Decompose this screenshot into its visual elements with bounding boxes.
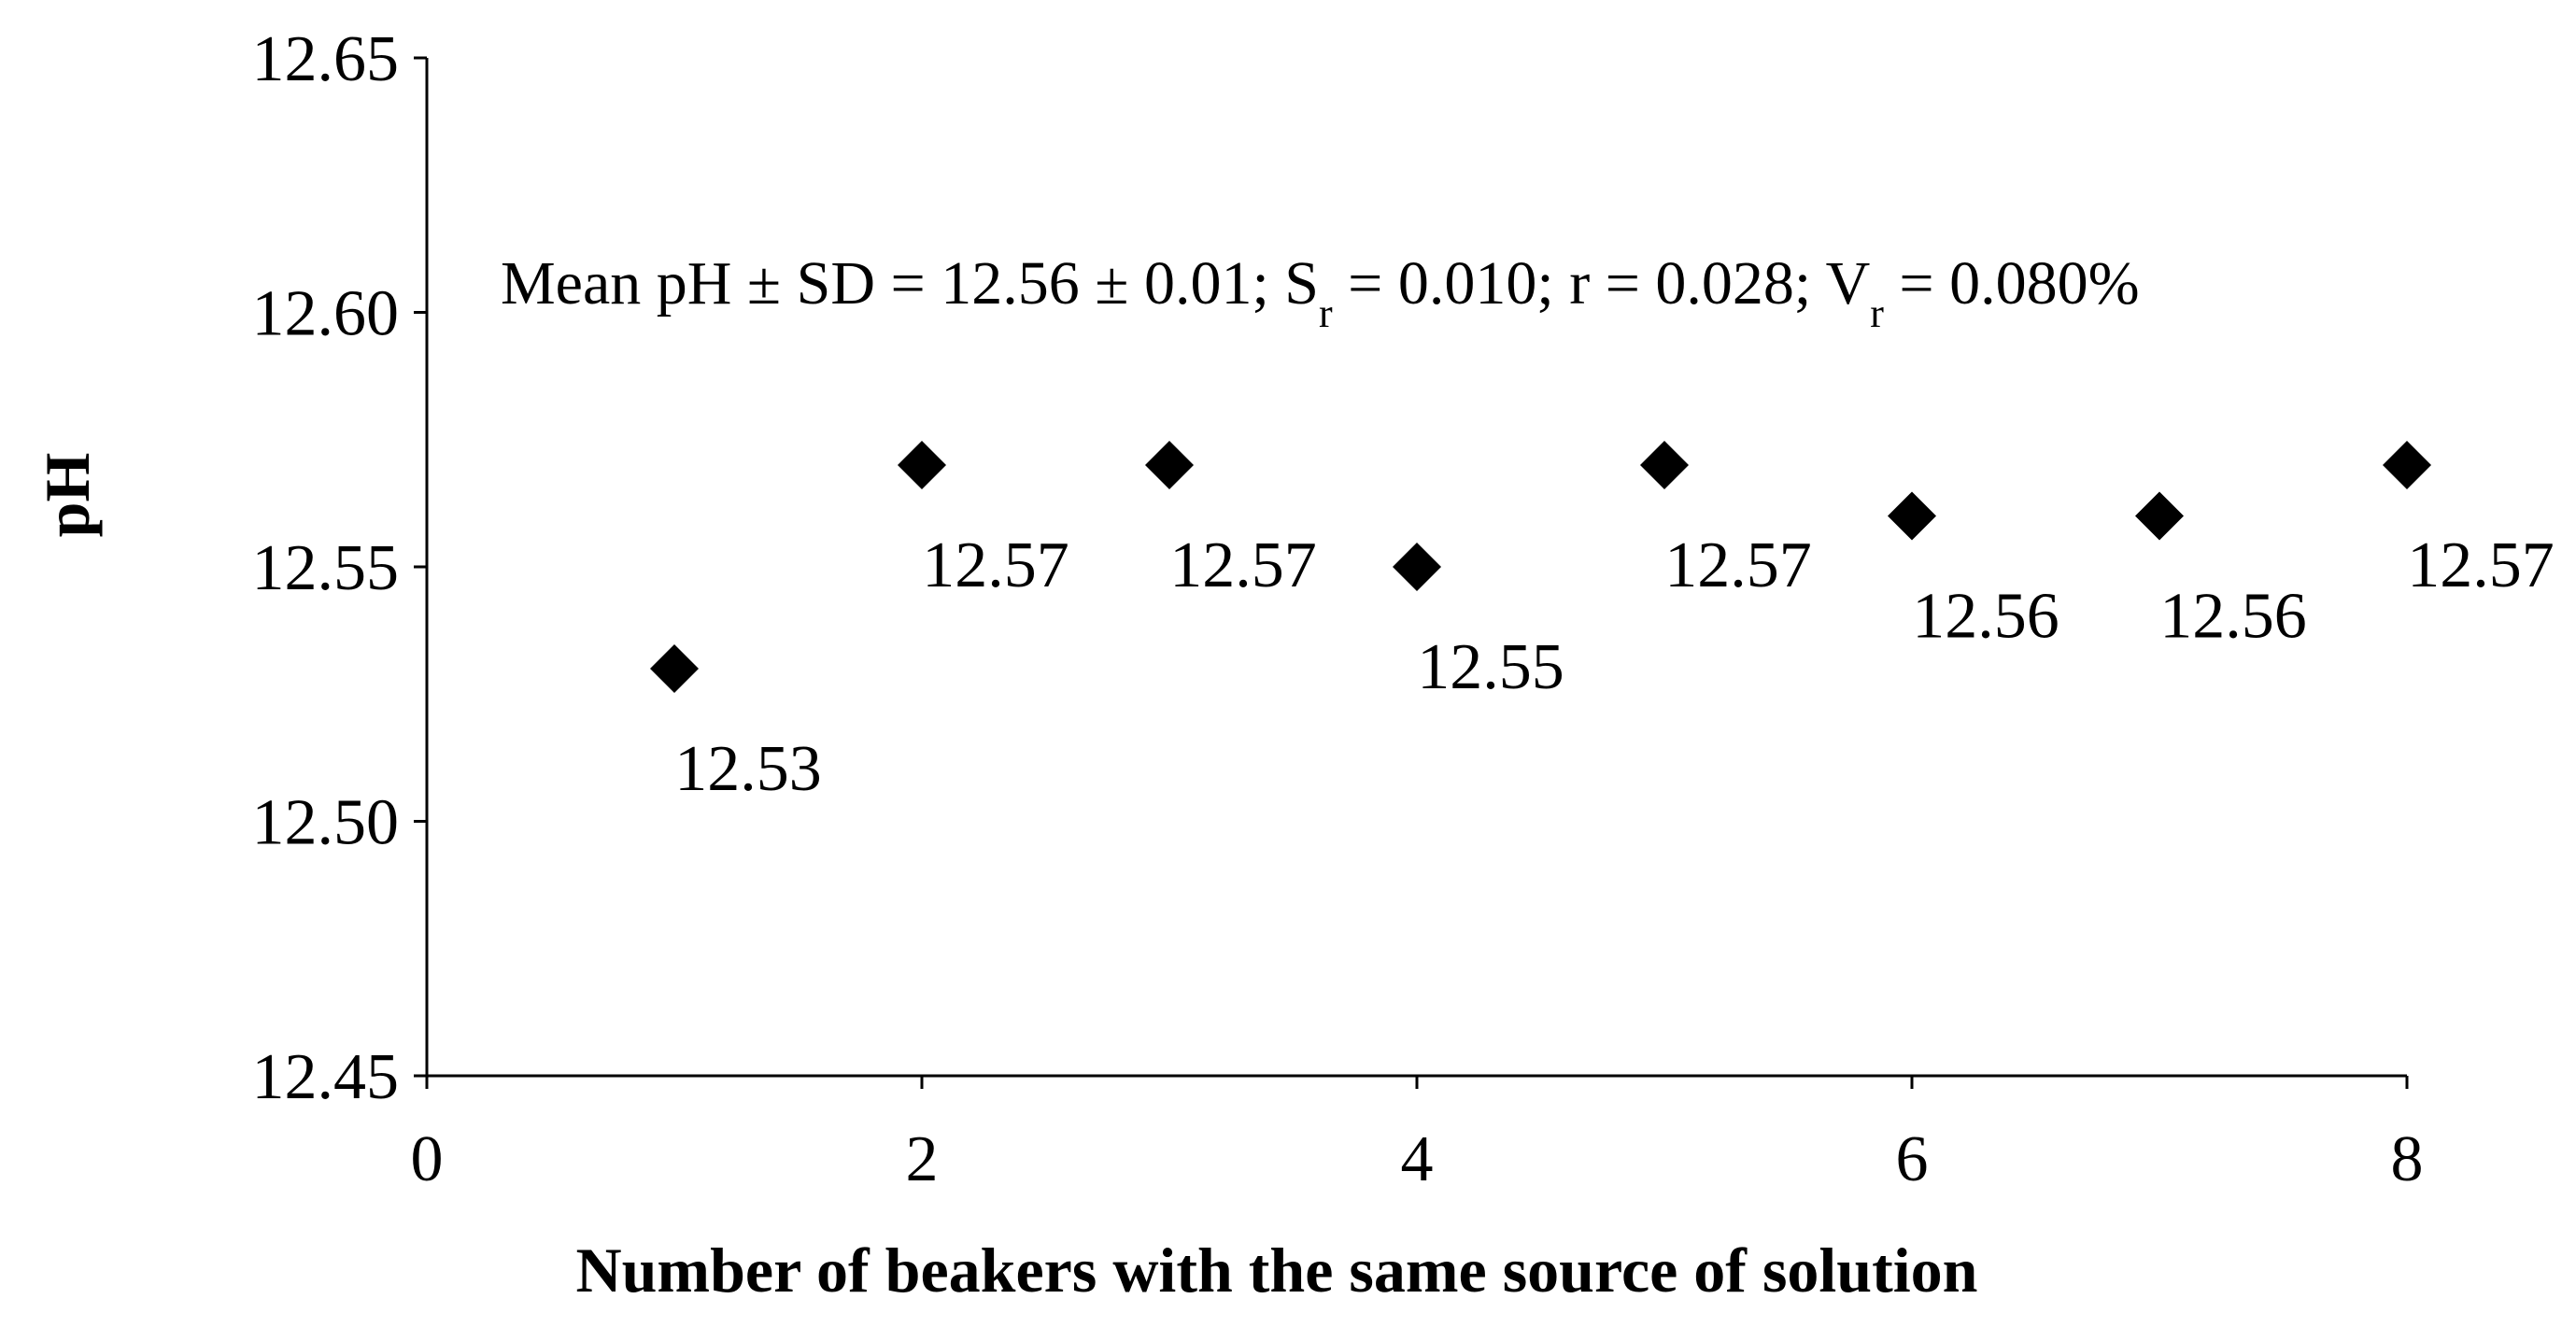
annotation-part: Mean pH ± SD = 12.56 ± 0.01; S bbox=[501, 249, 1319, 318]
data-label: 12.57 bbox=[1664, 529, 1812, 601]
x-axis-title: Number of beakers with the same source o… bbox=[576, 1235, 1978, 1306]
x-tick-label: 8 bbox=[2391, 1123, 2424, 1195]
x-tick-label: 2 bbox=[906, 1123, 939, 1195]
data-label: 12.57 bbox=[2407, 529, 2555, 601]
x-tick-label: 4 bbox=[1401, 1123, 1434, 1195]
data-label: 12.56 bbox=[1912, 581, 2059, 653]
data-label: 12.56 bbox=[2159, 581, 2307, 653]
marker bbox=[1393, 543, 1441, 591]
data-label: 12.53 bbox=[674, 733, 822, 805]
data-label: 12.57 bbox=[1169, 529, 1317, 601]
subscript: r bbox=[1319, 290, 1333, 336]
marker bbox=[2135, 491, 2184, 541]
y-tick-label: 12.55 bbox=[252, 532, 400, 604]
x-tick-label: 6 bbox=[1896, 1123, 1929, 1195]
x-tick-label: 0 bbox=[411, 1123, 444, 1195]
data-label: 12.57 bbox=[922, 529, 1069, 601]
y-tick-label: 12.60 bbox=[252, 278, 400, 350]
y-tick-label: 12.65 bbox=[252, 23, 400, 95]
y-tick-label: 12.45 bbox=[252, 1041, 400, 1113]
annotation-part: = 0.080% bbox=[1884, 249, 2140, 318]
y-tick-label: 12.50 bbox=[252, 787, 400, 859]
data-label: 12.55 bbox=[1417, 631, 1564, 703]
marker bbox=[1145, 441, 1194, 489]
marker bbox=[650, 644, 699, 693]
marker bbox=[1888, 491, 1936, 541]
annotation-part: = 0.010; r = 0.028; V bbox=[1333, 249, 1871, 318]
marker bbox=[1640, 441, 1689, 489]
y-axis-title: pH bbox=[32, 453, 103, 538]
annotation: Mean pH ± SD = 12.56 ± 0.01; Sr = 0.010;… bbox=[501, 249, 2140, 336]
marker bbox=[898, 441, 946, 489]
subscript: r bbox=[1870, 290, 1884, 336]
marker bbox=[2383, 441, 2431, 489]
